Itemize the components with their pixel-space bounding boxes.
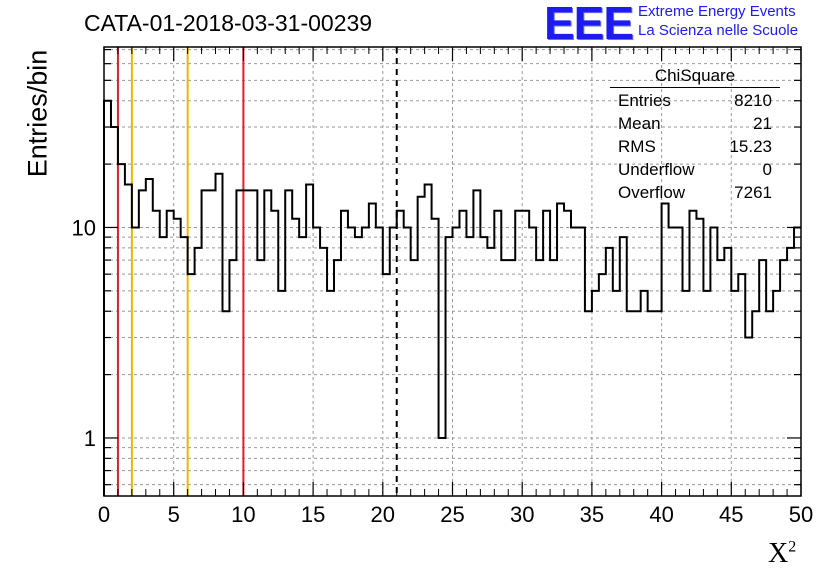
stats-row-rms: RMS 15.23 <box>610 135 780 158</box>
x-tick-label: 30 <box>510 502 534 527</box>
y-tick-labels: 1 10 <box>72 215 96 450</box>
threshold-lines <box>116 47 398 496</box>
stats-value: 8210 <box>734 91 772 110</box>
x-tick-label: 35 <box>580 502 604 527</box>
x-tick-label: 20 <box>371 502 395 527</box>
x-tick-label: 15 <box>301 502 325 527</box>
stats-label: Mean <box>618 114 661 133</box>
plot-title: CATA-01-2018-03-31-00239 <box>84 10 373 36</box>
x-axis-label: X2 <box>768 538 797 569</box>
y-axis-label: Entries/bin <box>22 49 53 178</box>
stats-label: Entries <box>618 91 671 110</box>
stats-box: ChiSquare Entries 8210 Mean 21 RMS 15.23… <box>610 66 780 204</box>
x-tick-labels: 0 5 10 15 20 25 30 35 40 45 50 <box>98 502 813 527</box>
stats-value: 15.23 <box>729 137 772 156</box>
x-tick-label: 10 <box>231 502 255 527</box>
x-tick-label: 25 <box>440 502 464 527</box>
x-tick-label: 40 <box>649 502 673 527</box>
x-tick-label: 0 <box>98 502 110 527</box>
logo-tagline-1: Extreme Energy Events <box>638 3 796 20</box>
stats-row-mean: Mean 21 <box>610 112 780 135</box>
x-tick-label: 5 <box>168 502 180 527</box>
logo-tagline-2: La Scienza nelle Scuole <box>638 22 799 39</box>
stats-row-entries: Entries 8210 <box>610 89 780 112</box>
stats-row-overflow: Overflow 7261 <box>610 181 780 204</box>
stats-label: Underflow <box>618 160 695 179</box>
y-tick-label: 1 <box>84 426 96 451</box>
y-tick-label: 10 <box>72 215 96 240</box>
stats-box-title: ChiSquare <box>610 66 780 88</box>
x-tick-label: 50 <box>789 502 813 527</box>
stats-value: 7261 <box>734 183 772 202</box>
x-tick-label: 45 <box>719 502 743 527</box>
stats-value: 21 <box>753 114 772 133</box>
stats-label: Overflow <box>618 183 686 202</box>
stats-value: 0 <box>762 160 772 179</box>
histogram-outline <box>103 99 801 496</box>
stats-row-underflow: Underflow 0 <box>610 158 780 181</box>
eee-logo-mark: EEE <box>544 0 634 49</box>
stats-label: RMS <box>618 137 656 156</box>
axis-ticks <box>103 47 802 496</box>
